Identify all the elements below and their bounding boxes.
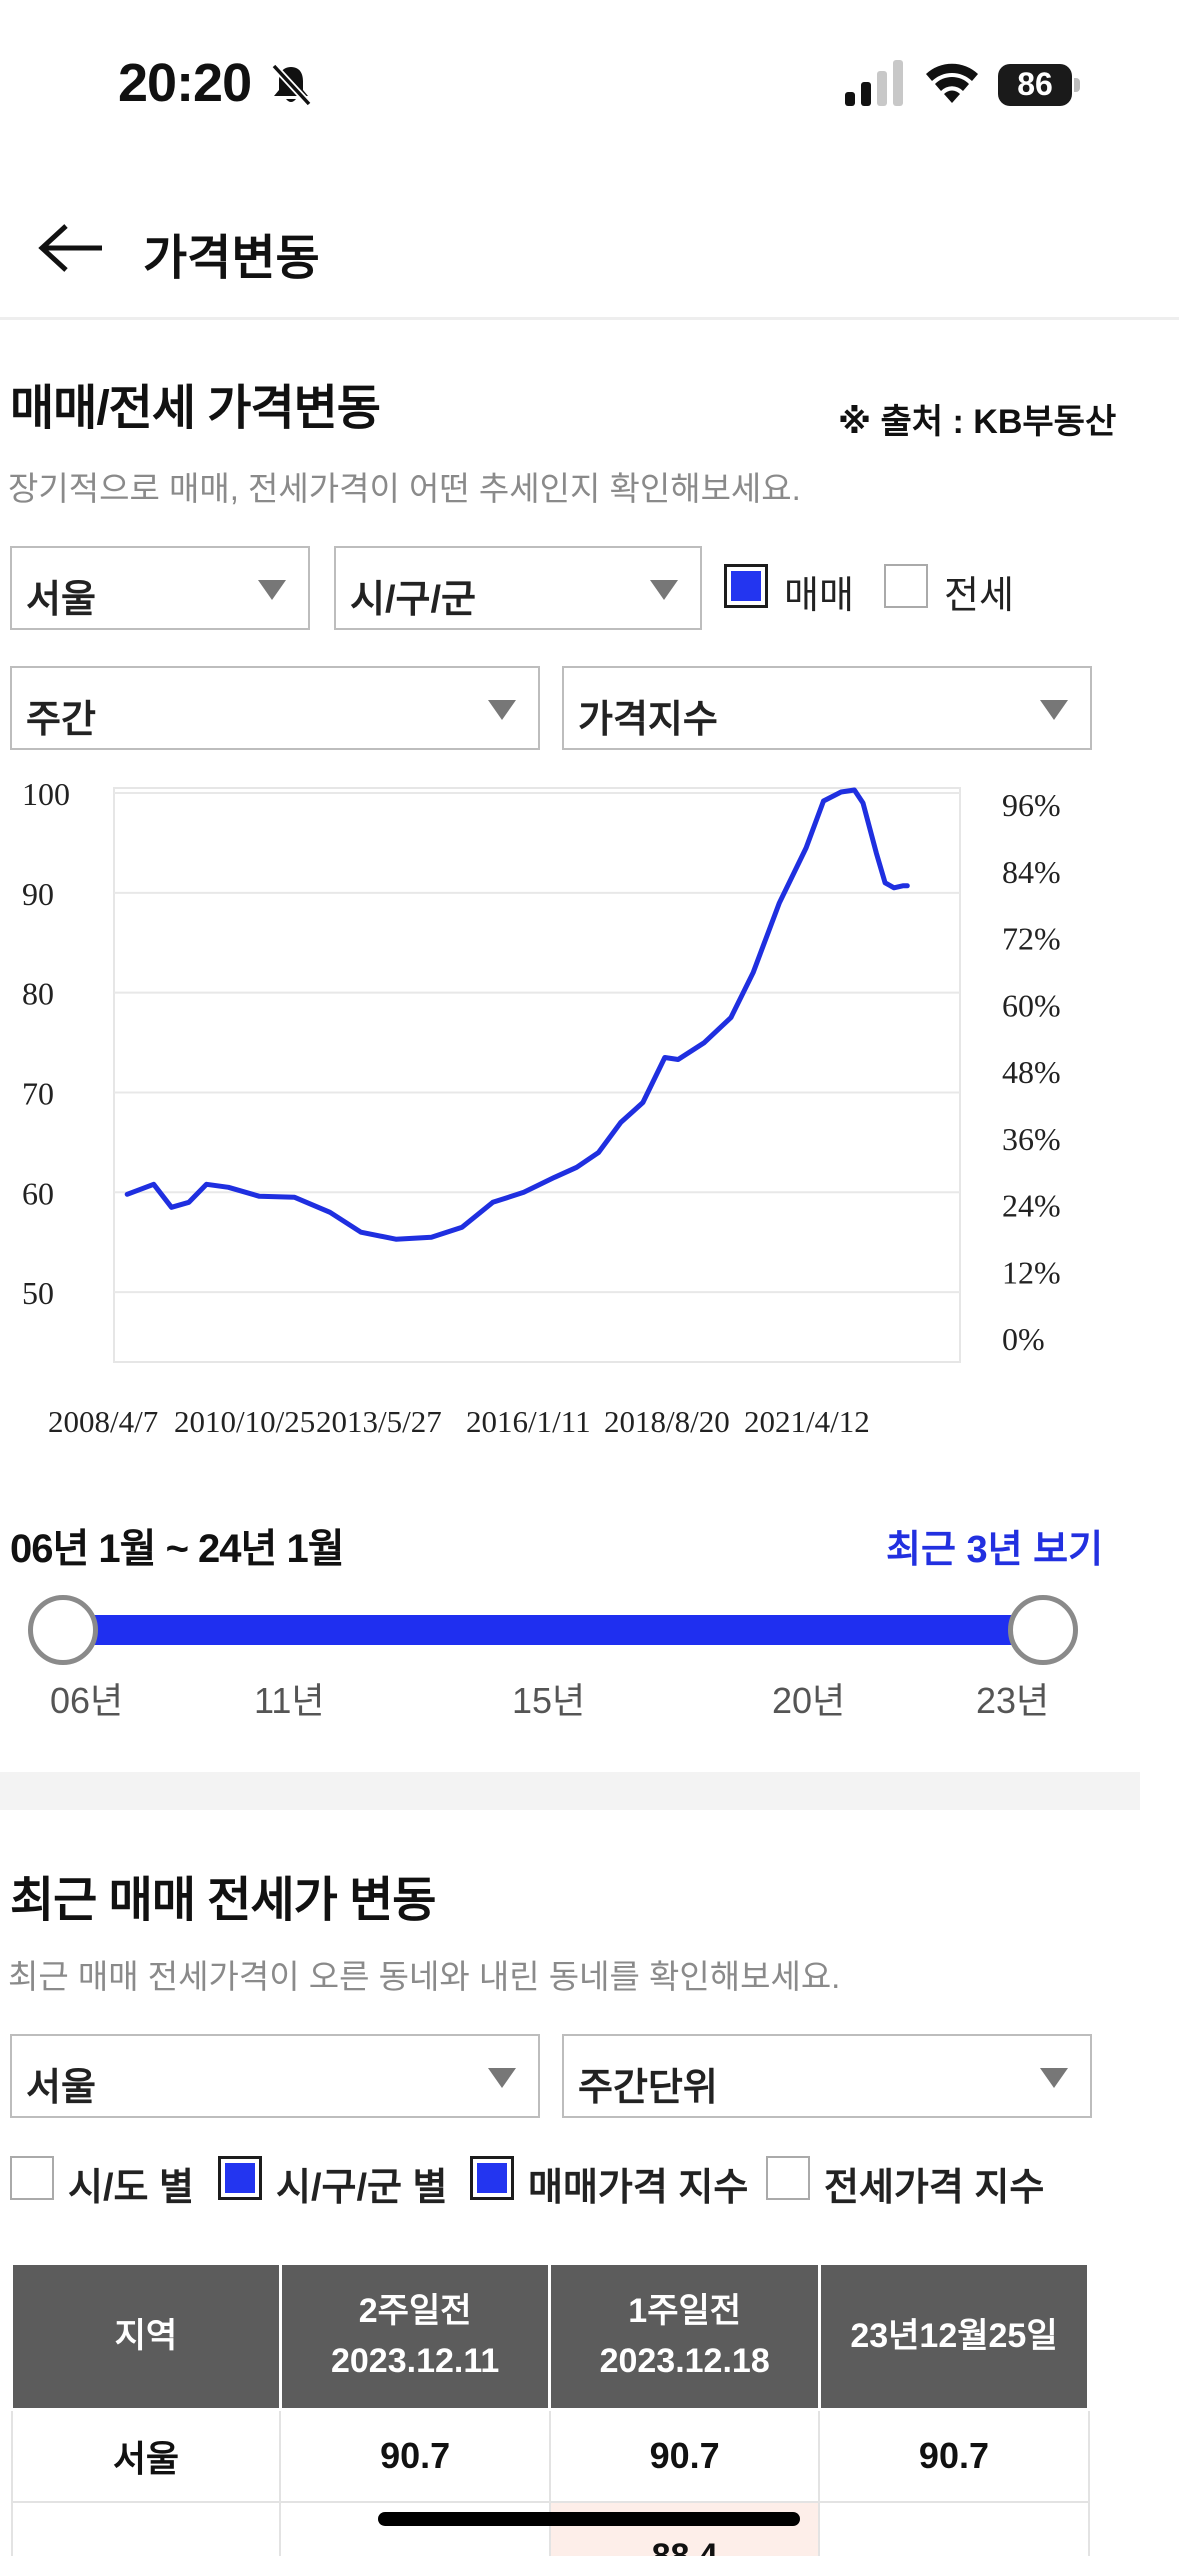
table-header-1week: 1주일전 2023.12.18 xyxy=(548,2262,821,2411)
recent-change-title: 최근 매매 전세가 변동 xyxy=(10,1874,436,1927)
chart-y-tick-label: 90 xyxy=(22,876,54,912)
metric-select-value: 가격지수 xyxy=(578,699,718,741)
wifi-icon xyxy=(926,63,978,103)
range-label: 06년 1월 ~ 24년 1월 xyxy=(10,1527,344,1571)
table-header-row: 지역 2주일전 2023.12.11 1주일전 2023.12.18 23년12월2… xyxy=(10,2262,1091,2411)
chevron-down-icon xyxy=(488,2068,516,2088)
chart-x-tick-label: 2016/1/11 xyxy=(466,1404,591,1439)
chart-y2-tick-label: 48% xyxy=(1002,1054,1061,1090)
period-select-value: 주간 xyxy=(26,699,96,741)
district-select-value: 시/구/군 xyxy=(350,579,476,621)
bell-off-icon xyxy=(271,63,312,107)
range-tick: 23년 xyxy=(976,1680,1050,1721)
chart-y-tick-label: 80 xyxy=(22,976,54,1012)
range-tick: 20년 xyxy=(772,1680,846,1721)
page-title: 가격변동 xyxy=(143,232,320,285)
chevron-down-icon xyxy=(1040,700,1068,720)
region-select[interactable]: 서울 xyxy=(10,546,310,630)
price-change-description: 장기적으로 매매, 전세가격이 어떤 추세인지 확인해보세요. xyxy=(8,470,801,507)
table-cell: 90.7 xyxy=(279,2408,551,2503)
range-tick: 06년 xyxy=(50,1680,124,1721)
chart-y2-tick-label: 0% xyxy=(1002,1321,1045,1357)
chart-y2-tick-label: 72% xyxy=(1002,921,1061,957)
table-cell: 88.4 xyxy=(548,2500,821,2556)
chart-y2-tick-label: 84% xyxy=(1002,854,1061,890)
unit-select-value: 주간단위 xyxy=(578,2067,718,2109)
sale-checkbox[interactable] xyxy=(724,564,768,608)
chart-x-tick-label: 2008/4/7 xyxy=(48,1404,158,1439)
table-row: 서울 90.7 90.7 90.7 xyxy=(10,2408,1090,2503)
chart-y2-tick-label: 96% xyxy=(1002,787,1061,823)
back-arrow-icon[interactable] xyxy=(36,222,106,274)
price-change-title: 매매/전세 가격변동 xyxy=(10,382,381,435)
range-tick: 11년 xyxy=(254,1680,325,1721)
sale-checkbox-label[interactable]: 매매 xyxy=(784,575,854,617)
district-select[interactable]: 시/구/군 xyxy=(334,546,702,630)
chevron-down-icon xyxy=(1040,2068,1068,2088)
recent-3-years-link[interactable]: 최근 3년 보기 xyxy=(886,1529,1104,1571)
table-cell xyxy=(818,2500,1090,2556)
chart-series-line xyxy=(124,787,910,1242)
battery-level: 86 xyxy=(1017,66,1053,102)
region-select-2-value: 서울 xyxy=(26,2067,96,2109)
jeonse-checkbox[interactable] xyxy=(884,564,928,608)
unit-select[interactable]: 주간단위 xyxy=(562,2034,1092,2118)
chart-y2-tick-label: 36% xyxy=(1002,1121,1061,1157)
battery-icon: 86 xyxy=(998,64,1080,106)
range-start-handle[interactable] xyxy=(28,1595,98,1665)
metric-select[interactable]: 가격지수 xyxy=(562,666,1092,750)
table-header-2weeks: 2주일전 2023.12.11 xyxy=(278,2262,552,2411)
chart-y2-tick-label: 60% xyxy=(1002,987,1061,1023)
price-change-table: 지역 2주일전 2023.12.11 1주일전 2023.12.18 23년12월2… xyxy=(10,2262,1091,2556)
header-divider xyxy=(0,317,1179,320)
chart-x-tick-label: 2010/10/25 xyxy=(174,1404,315,1439)
chart-y2-tick-label: 12% xyxy=(1002,1254,1061,1290)
chart-x-tick-label: 2018/8/20 xyxy=(604,1404,730,1439)
filter-sigungu-checkbox[interactable] xyxy=(218,2156,262,2200)
recent-change-description: 최근 매매 전세가격이 오른 동네와 내린 동네를 확인해보세요. xyxy=(8,1958,841,1995)
period-select[interactable]: 주간 xyxy=(10,666,540,750)
source-label: ※ 출처 : KB부동산 xyxy=(838,403,1117,441)
cellular-signal-icon xyxy=(845,60,903,106)
chevron-down-icon xyxy=(650,580,678,600)
table-cell: 90.7 xyxy=(818,2408,1090,2503)
table-row: 88.4 xyxy=(10,2500,1090,2556)
table-header-current: 23년12월25일 xyxy=(817,2262,1091,2411)
range-tick: 15년 xyxy=(512,1680,586,1721)
home-indicator[interactable] xyxy=(378,2512,800,2526)
chart-y-tick-label: 60 xyxy=(22,1175,54,1211)
region-select-value: 서울 xyxy=(26,579,96,621)
table-cell: 90.7 xyxy=(548,2408,821,2503)
table-cell xyxy=(279,2500,551,2556)
status-time: 20:20 xyxy=(118,53,252,113)
price-index-chart: 100 90 80 70 60 50 96% 84% 72% 60% 48% 36% 24% 12% 0% 2… xyxy=(22,776,1061,1439)
chart-y-tick-label: 50 xyxy=(22,1275,54,1311)
filter-jeonse-index-checkbox[interactable] xyxy=(766,2156,810,2200)
region-select-2[interactable]: 서울 xyxy=(10,2034,540,2118)
chevron-down-icon xyxy=(258,580,286,600)
filter-sido-label[interactable]: 시/도 별 xyxy=(68,2167,194,2209)
chevron-down-icon xyxy=(488,700,516,720)
table-cell xyxy=(10,2500,282,2556)
chart-x-tick-label: 2021/4/12 xyxy=(744,1404,870,1439)
chart-y-tick-label: 100 xyxy=(22,776,70,812)
filter-sale-index-label[interactable]: 매매가격 지수 xyxy=(528,2167,749,2209)
chart-y-tick-label: 70 xyxy=(22,1075,54,1111)
filter-sido-checkbox[interactable] xyxy=(10,2156,54,2200)
chart-plot-frame xyxy=(113,787,961,1363)
range-end-handle[interactable] xyxy=(1008,1595,1078,1665)
table-header-region: 지역 xyxy=(10,2262,282,2411)
filter-sale-index-checkbox[interactable] xyxy=(470,2156,514,2200)
chart-y2-tick-label: 24% xyxy=(1002,1188,1061,1224)
chart-x-tick-label: 2013/5/27 xyxy=(316,1404,442,1439)
table-cell: 서울 xyxy=(10,2408,282,2503)
range-slider-track[interactable] xyxy=(62,1615,1044,1645)
section-divider xyxy=(0,1772,1140,1810)
filter-jeonse-index-label[interactable]: 전세가격 지수 xyxy=(824,2167,1045,2209)
jeonse-checkbox-label[interactable]: 전세 xyxy=(944,575,1014,617)
filter-sigungu-label[interactable]: 시/구/군 별 xyxy=(276,2167,448,2209)
